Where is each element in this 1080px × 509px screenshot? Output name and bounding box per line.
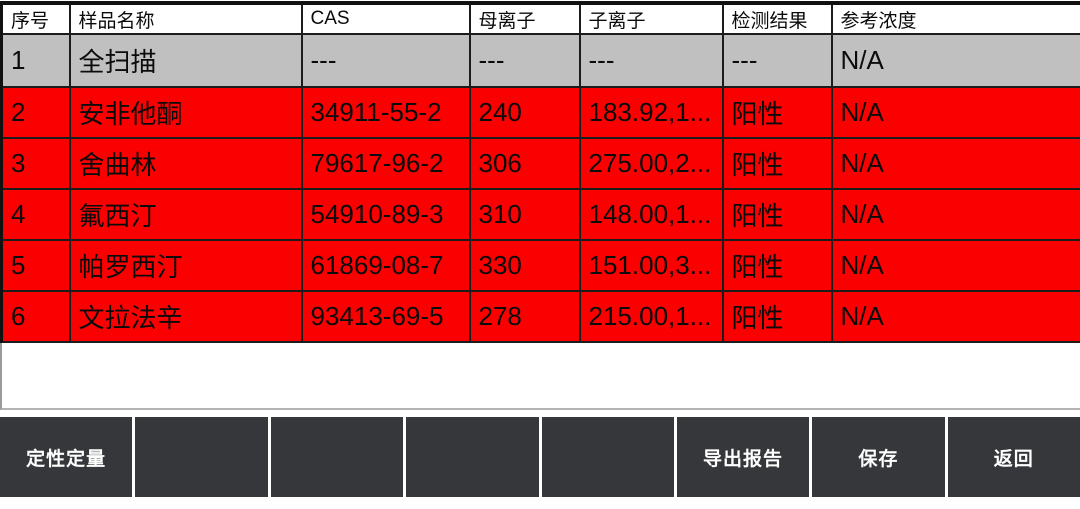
empty-button-3[interactable]: [406, 417, 539, 497]
table-row-paroxetine[interactable]: 5 帕罗西汀 61869-08-7 330 151.00,3... 阳性 N/A: [0, 239, 1080, 292]
cell-cas: 93413-69-5: [300, 290, 471, 343]
cell-result: 阳性: [721, 290, 833, 343]
cell-daughter-ion: 148.00,1...: [578, 188, 724, 241]
empty-table-area: [0, 343, 1080, 410]
cell-sample-name: 氟西汀: [68, 188, 303, 241]
empty-button-4[interactable]: [541, 417, 674, 497]
cell-result: 阳性: [721, 188, 833, 241]
cell-cas: 54910-89-3: [300, 188, 471, 241]
cell-seq: 5: [0, 239, 71, 292]
export-report-button[interactable]: 导出报告: [676, 417, 810, 497]
cell-seq: 6: [0, 290, 71, 343]
cell-parent-ion: 310: [468, 188, 581, 241]
col-header-seq: 序号: [0, 2, 71, 35]
table-row-bupropion[interactable]: 2 安非他酮 34911-55-2 240 183.92,1... 阳性 N/A: [0, 86, 1080, 139]
cell-result: ---: [721, 33, 833, 88]
empty-button-1[interactable]: [135, 417, 268, 497]
cell-seq: 3: [0, 137, 71, 190]
cell-daughter-ion: 275.00,2...: [578, 137, 724, 190]
table-row-fluoxetine[interactable]: 4 氟西汀 54910-89-3 310 148.00,1... 阳性 N/A: [0, 188, 1080, 241]
table-row-sertraline[interactable]: 3 舍曲林 79617-96-2 306 275.00,2... 阳性 N/A: [0, 137, 1080, 190]
qualitative-quantitative-button[interactable]: 定性定量: [0, 417, 133, 497]
col-header-ref-conc: 参考浓度: [830, 2, 1080, 35]
cell-seq: 1: [0, 33, 71, 88]
cell-daughter-ion: ---: [578, 33, 724, 88]
cell-parent-ion: 240: [468, 86, 581, 139]
cell-ref-conc: N/A: [830, 290, 1080, 343]
back-button[interactable]: 返回: [947, 417, 1080, 497]
bottom-bar-gap: [0, 410, 1080, 417]
cell-ref-conc: N/A: [830, 137, 1080, 190]
cell-parent-ion: 330: [468, 239, 581, 292]
col-header-parent-ion: 母离子: [468, 2, 581, 35]
col-header-result: 检测结果: [721, 2, 833, 35]
cell-daughter-ion: 215.00,1...: [578, 290, 724, 343]
table-row-venlafaxine[interactable]: 6 文拉法辛 93413-69-5 278 215.00,1... 阳性 N/A: [0, 290, 1080, 343]
save-button[interactable]: 保存: [812, 417, 945, 497]
cell-ref-conc: N/A: [830, 86, 1080, 139]
bottom-button-bar: 定性定量 导出报告 保存 返回: [0, 417, 1080, 497]
cell-result: 阳性: [721, 86, 833, 139]
cell-sample-name: 安非他酮: [68, 86, 303, 139]
table-header-row: 序号 样品名称 CAS 母离子 子离子 检测结果 参考浓度: [0, 2, 1080, 35]
cell-cas: ---: [300, 33, 471, 88]
cell-ref-conc: N/A: [830, 33, 1080, 88]
cell-parent-ion: 306: [468, 137, 581, 190]
cell-sample-name: 舍曲林: [68, 137, 303, 190]
cell-parent-ion: 278: [468, 290, 581, 343]
col-header-sample-name: 样品名称: [68, 2, 303, 35]
detection-results-table: 序号 样品名称 CAS 母离子 子离子 检测结果 参考浓度 1 全扫描 --- …: [0, 1, 1080, 343]
empty-button-2[interactable]: [270, 417, 404, 497]
cell-result: 阳性: [721, 137, 833, 190]
cell-sample-name: 全扫描: [68, 33, 303, 88]
cell-sample-name: 文拉法辛: [68, 290, 303, 343]
cell-ref-conc: N/A: [830, 188, 1080, 241]
cell-sample-name: 帕罗西汀: [68, 239, 303, 292]
cell-result: 阳性: [721, 239, 833, 292]
cell-seq: 2: [0, 86, 71, 139]
col-header-daughter-ion: 子离子: [578, 2, 724, 35]
cell-parent-ion: ---: [468, 33, 581, 88]
col-header-cas: CAS: [300, 2, 471, 35]
cell-cas: 34911-55-2: [300, 86, 471, 139]
cell-cas: 61869-08-7: [300, 239, 471, 292]
cell-daughter-ion: 183.92,1...: [578, 86, 724, 139]
cell-ref-conc: N/A: [830, 239, 1080, 292]
table-row-full-scan[interactable]: 1 全扫描 --- --- --- --- N/A: [0, 33, 1080, 88]
cell-seq: 4: [0, 188, 71, 241]
cell-daughter-ion: 151.00,3...: [578, 239, 724, 292]
cell-cas: 79617-96-2: [300, 137, 471, 190]
